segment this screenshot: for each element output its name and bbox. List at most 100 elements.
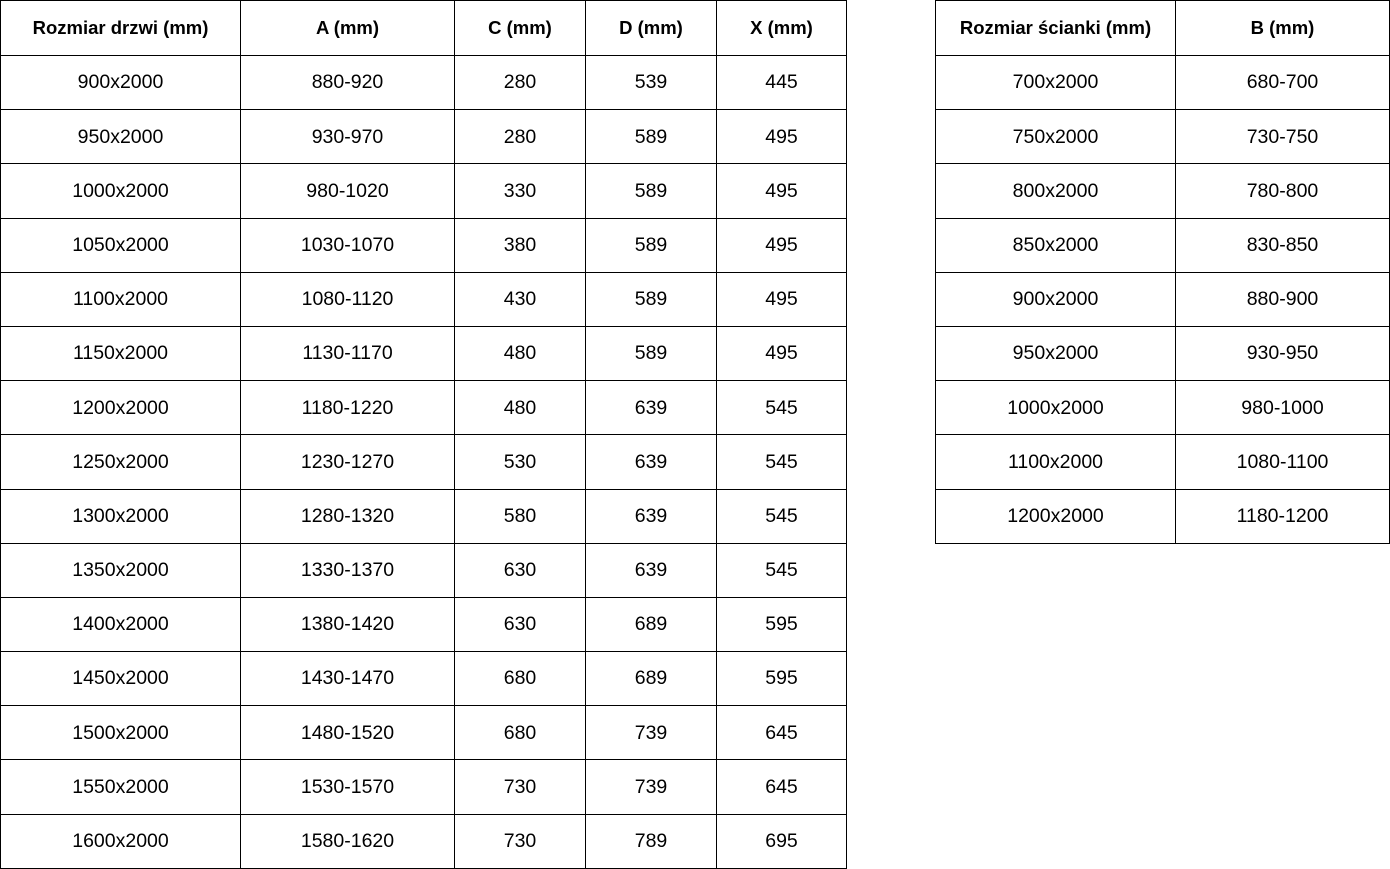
column-header: B (mm) (1175, 0, 1390, 56)
column-header: Rozmiar drzwi (mm) (0, 0, 241, 56)
value-cell: 730 (454, 759, 586, 815)
value-cell: 689 (585, 596, 717, 653)
value-cell: 1130-1170 (240, 325, 455, 382)
size-cell: 800x2000 (935, 163, 1176, 219)
value-cell: 545 (716, 488, 847, 544)
size-cell: 900x2000 (935, 271, 1176, 327)
value-cell: 589 (585, 271, 717, 327)
table-row: 850x2000 830-850 (935, 217, 1390, 273)
value-cell: 645 (716, 705, 847, 761)
table-row: 900x2000 880-920 280 539 445 (0, 54, 847, 111)
table-row: 1300x2000 1280-1320 580 639 545 (0, 488, 847, 544)
column-header: Rozmiar ścianki (mm) (935, 0, 1176, 56)
value-cell: 639 (585, 542, 717, 598)
value-cell: 1230-1270 (240, 434, 455, 490)
size-cell: 1350x2000 (0, 542, 241, 598)
table-row: 1250x2000 1230-1270 530 639 545 (0, 434, 847, 490)
table-row: 1150x2000 1130-1170 480 589 495 (0, 325, 847, 382)
value-cell: 830-850 (1175, 217, 1390, 273)
column-header: D (mm) (585, 0, 717, 56)
value-cell: 930-950 (1175, 325, 1390, 382)
table-row: 1450x2000 1430-1470 680 689 595 (0, 651, 847, 707)
size-cell: 1450x2000 (0, 651, 241, 707)
value-cell: 695 (716, 813, 847, 869)
size-cell: 1250x2000 (0, 434, 241, 490)
table-row: 1400x2000 1380-1420 630 689 595 (0, 596, 847, 653)
wall-panel-dimensions-table: Rozmiar ścianki (mm) B (mm) 700x2000 680-7… (935, 0, 1390, 544)
wall-header-row: Rozmiar ścianki (mm) B (mm) (935, 0, 1390, 56)
value-cell: 589 (585, 163, 717, 219)
column-header: A (mm) (240, 0, 455, 56)
table-row: 1550x2000 1530-1570 730 739 645 (0, 759, 847, 815)
value-cell: 680 (454, 705, 586, 761)
value-cell: 1180-1220 (240, 380, 455, 436)
value-cell: 280 (454, 54, 586, 111)
value-cell: 780-800 (1175, 163, 1390, 219)
value-cell: 1580-1620 (240, 813, 455, 869)
value-cell: 1280-1320 (240, 488, 455, 544)
value-cell: 730-750 (1175, 109, 1390, 165)
doors-header-row: Rozmiar drzwi (mm) A (mm) C (mm) D (mm) X (m… (0, 0, 847, 56)
size-cell: 1150x2000 (0, 325, 241, 382)
value-cell: 539 (585, 54, 717, 111)
table-row: 700x2000 680-700 (935, 54, 1390, 111)
value-cell: 530 (454, 434, 586, 490)
size-cell: 1400x2000 (0, 596, 241, 653)
value-cell: 589 (585, 217, 717, 273)
value-cell: 545 (716, 434, 847, 490)
size-cell: 1500x2000 (0, 705, 241, 761)
table-row: 950x2000 930-950 (935, 325, 1390, 382)
value-cell: 495 (716, 325, 847, 382)
value-cell: 880-900 (1175, 271, 1390, 327)
value-cell: 380 (454, 217, 586, 273)
value-cell: 589 (585, 325, 717, 382)
value-cell: 789 (585, 813, 717, 869)
table-row: 1600x2000 1580-1620 730 789 695 (0, 813, 847, 869)
table-row: 750x2000 730-750 (935, 109, 1390, 165)
size-cell: 900x2000 (0, 54, 241, 111)
value-cell: 1530-1570 (240, 759, 455, 815)
value-cell: 1480-1520 (240, 705, 455, 761)
value-cell: 1180-1200 (1175, 488, 1390, 544)
size-cell: 1200x2000 (935, 488, 1176, 544)
size-cell: 700x2000 (935, 54, 1176, 111)
value-cell: 730 (454, 813, 586, 869)
value-cell: 639 (585, 434, 717, 490)
size-cell: 1300x2000 (0, 488, 241, 544)
value-cell: 689 (585, 651, 717, 707)
value-cell: 580 (454, 488, 586, 544)
size-cell: 1100x2000 (0, 271, 241, 327)
table-row: 1000x2000 980-1020 330 589 495 (0, 163, 847, 219)
table-row: 1500x2000 1480-1520 680 739 645 (0, 705, 847, 761)
value-cell: 595 (716, 596, 847, 653)
value-cell: 480 (454, 325, 586, 382)
table-row: 1200x2000 1180-1220 480 639 545 (0, 380, 847, 436)
wall-table-body: 700x2000 680-700 750x2000 730-750 800x2000 78… (935, 54, 1390, 544)
size-cell: 850x2000 (935, 217, 1176, 273)
value-cell: 1030-1070 (240, 217, 455, 273)
value-cell: 1080-1120 (240, 271, 455, 327)
value-cell: 930-970 (240, 109, 455, 165)
value-cell: 639 (585, 380, 717, 436)
value-cell: 739 (585, 705, 717, 761)
doors-table-head: Rozmiar drzwi (mm) A (mm) C (mm) D (mm) X (m… (0, 0, 847, 56)
column-header: C (mm) (454, 0, 586, 56)
value-cell: 645 (716, 759, 847, 815)
value-cell: 495 (716, 109, 847, 165)
table-row: 900x2000 880-900 (935, 271, 1390, 327)
table-row: 1050x2000 1030-1070 380 589 495 (0, 217, 847, 273)
value-cell: 980-1000 (1175, 380, 1390, 436)
size-cell: 1600x2000 (0, 813, 241, 869)
wall-table-head: Rozmiar ścianki (mm) B (mm) (935, 0, 1390, 56)
value-cell: 639 (585, 488, 717, 544)
value-cell: 680 (454, 651, 586, 707)
value-cell: 630 (454, 542, 586, 598)
value-cell: 630 (454, 596, 586, 653)
size-cell: 950x2000 (0, 109, 241, 165)
table-row: 800x2000 780-800 (935, 163, 1390, 219)
value-cell: 280 (454, 109, 586, 165)
value-cell: 680-700 (1175, 54, 1390, 111)
value-cell: 545 (716, 542, 847, 598)
table-row: 1000x2000 980-1000 (935, 380, 1390, 436)
